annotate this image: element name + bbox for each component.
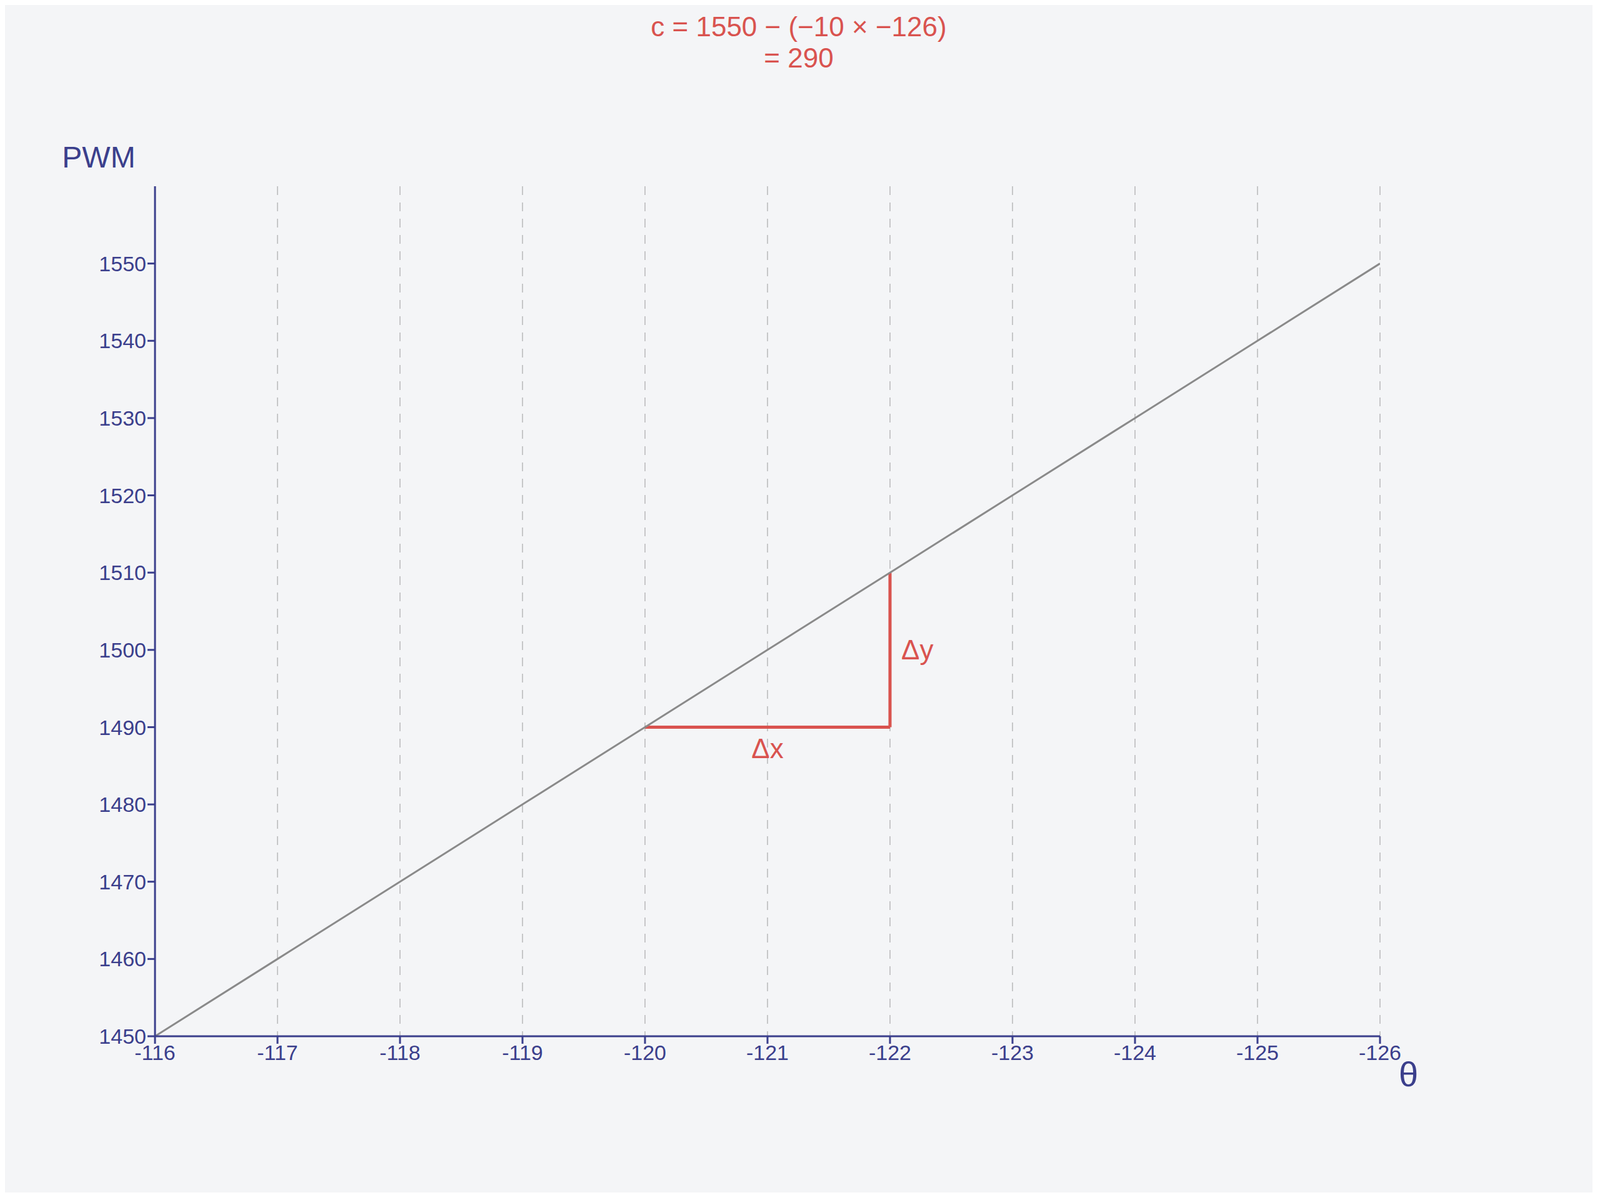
svg-text:1460: 1460 bbox=[98, 946, 147, 971]
svg-text:θ: θ bbox=[1398, 1054, 1419, 1094]
svg-text:1490: 1490 bbox=[98, 715, 147, 740]
svg-text:1540: 1540 bbox=[98, 328, 147, 353]
svg-text:1500: 1500 bbox=[98, 638, 147, 662]
svg-text:Δx: Δx bbox=[751, 733, 784, 764]
svg-text:PWM: PWM bbox=[61, 140, 135, 174]
svg-text:-123: -123 bbox=[991, 1040, 1034, 1065]
svg-text:1550: 1550 bbox=[98, 251, 147, 276]
svg-text:-116: -116 bbox=[134, 1040, 176, 1065]
svg-text:1530: 1530 bbox=[98, 406, 147, 430]
svg-text:-117: -117 bbox=[256, 1040, 299, 1065]
svg-text:1510: 1510 bbox=[98, 560, 147, 585]
html-text:c = 1550 − (−10 × −126): c = 1550 − (−10 × −126) bbox=[650, 11, 947, 42]
svg-text:1470: 1470 bbox=[98, 870, 147, 894]
svg-text:1520: 1520 bbox=[98, 483, 147, 508]
svg-text:1480: 1480 bbox=[98, 792, 147, 817]
html-text:= 290: = 290 bbox=[763, 42, 834, 74]
svg-text:Δy: Δy bbox=[901, 634, 934, 665]
svg-text:-121: -121 bbox=[746, 1040, 789, 1065]
svg-text:-122: -122 bbox=[868, 1040, 912, 1065]
svg-text:-118: -118 bbox=[379, 1040, 421, 1065]
svg-text:-119: -119 bbox=[501, 1040, 544, 1065]
svg-text:-124: -124 bbox=[1113, 1040, 1157, 1065]
svg-text:-125: -125 bbox=[1236, 1040, 1279, 1065]
svg-text:-120: -120 bbox=[623, 1040, 667, 1065]
svg-text:1450: 1450 bbox=[98, 1024, 147, 1049]
svg-text:-126: -126 bbox=[1358, 1040, 1402, 1065]
